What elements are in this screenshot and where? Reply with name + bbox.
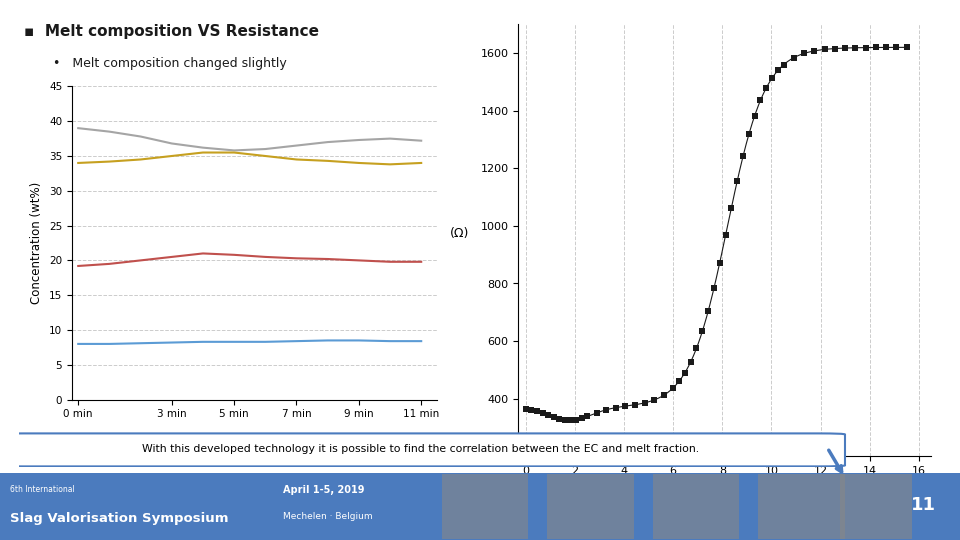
Point xyxy=(523,406,539,414)
Y-axis label: (Ω): (Ω) xyxy=(450,227,469,240)
Point xyxy=(540,410,556,419)
Point xyxy=(677,368,692,377)
Point xyxy=(837,44,852,52)
Text: •   Melt composition changed slightly: • Melt composition changed slightly xyxy=(53,57,286,70)
Bar xyxy=(442,474,528,539)
Point xyxy=(753,96,768,105)
Point xyxy=(636,399,652,407)
Point xyxy=(848,43,863,52)
Point xyxy=(868,43,883,52)
Point xyxy=(656,391,671,400)
Y-axis label: Concentration (wt%): Concentration (wt%) xyxy=(31,182,43,304)
Point xyxy=(899,43,914,52)
Point xyxy=(770,66,785,75)
Bar xyxy=(547,474,634,539)
Point xyxy=(776,60,791,69)
Point xyxy=(671,377,686,386)
Text: April 1-5, 2019: April 1-5, 2019 xyxy=(283,485,365,495)
Point xyxy=(797,49,812,58)
Point xyxy=(786,53,802,62)
Point xyxy=(580,412,595,421)
Point xyxy=(557,416,572,424)
Point xyxy=(563,416,578,424)
Point xyxy=(589,409,605,417)
Point xyxy=(535,409,550,417)
Bar xyxy=(758,474,845,539)
Point xyxy=(707,284,722,293)
Point xyxy=(758,84,774,92)
Legend: Mg0, Al2O3, Si0 2, Ca0: Mg0, Al2O3, Si0 2, Ca0 xyxy=(130,442,379,461)
Point xyxy=(518,404,534,413)
Point xyxy=(609,403,624,412)
FancyBboxPatch shape xyxy=(0,434,845,467)
Point xyxy=(828,44,843,53)
Text: Mechelen · Belgium: Mechelen · Belgium xyxy=(283,512,372,521)
Point xyxy=(646,396,661,404)
Point xyxy=(776,60,791,69)
Point xyxy=(580,412,595,421)
Point xyxy=(529,407,544,415)
Point xyxy=(747,111,762,120)
Point xyxy=(665,383,681,392)
Point xyxy=(741,130,756,139)
Point xyxy=(730,177,745,185)
Point xyxy=(724,204,739,212)
Text: With this developed technology it is possible to find the correlation between th: With this developed technology it is pos… xyxy=(142,444,700,454)
Point xyxy=(817,45,832,53)
Point xyxy=(764,73,780,82)
Point xyxy=(695,327,710,336)
Point xyxy=(683,357,698,366)
Text: ▪  Melt composition VS Resistance: ▪ Melt composition VS Resistance xyxy=(24,24,319,39)
Point xyxy=(806,46,822,55)
Point xyxy=(617,402,633,410)
Bar xyxy=(653,474,739,539)
Text: 11: 11 xyxy=(911,496,936,514)
Point xyxy=(574,414,589,423)
Point xyxy=(718,231,733,240)
X-axis label: Time (min): Time (min) xyxy=(686,482,763,495)
Point xyxy=(735,152,751,160)
Text: 6th International: 6th International xyxy=(10,485,74,494)
Point xyxy=(712,258,728,267)
Point xyxy=(568,415,584,424)
Point xyxy=(701,307,716,316)
Point xyxy=(889,43,904,52)
Point xyxy=(546,413,562,421)
Text: Slag Valorisation Symposium: Slag Valorisation Symposium xyxy=(10,512,228,525)
Point xyxy=(858,43,874,52)
Point xyxy=(878,43,894,52)
Point xyxy=(688,344,704,353)
Point xyxy=(599,406,614,414)
Point xyxy=(627,401,642,409)
Bar xyxy=(840,474,912,539)
Point xyxy=(552,414,567,423)
Point xyxy=(665,383,681,392)
